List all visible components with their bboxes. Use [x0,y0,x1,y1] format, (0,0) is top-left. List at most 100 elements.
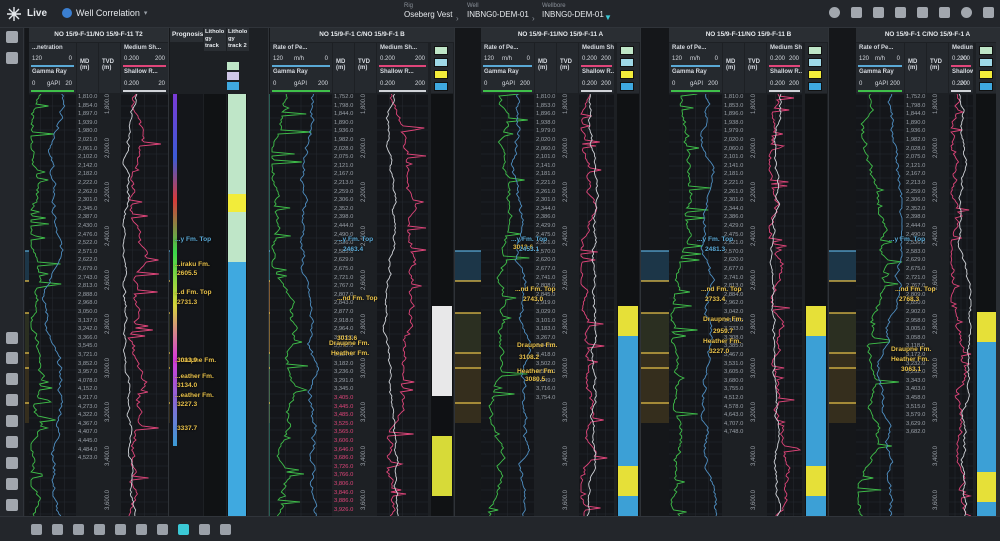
lithology-track-1[interactable] [204,94,226,516]
breadcrumb-rig[interactable]: Rig Oseberg Vest [404,3,452,19]
formation-marker-label[interactable]: 2481.3 [705,246,726,253]
resistivity-track[interactable] [377,94,428,516]
tvd-header[interactable]: TVD (m) [355,43,376,93]
resistivity-track[interactable] [767,94,802,516]
well-panel-1[interactable]: NO 15/9-F-1 C/NO 15/9-F-1 B Rate of Pe...… [270,28,455,516]
md-header[interactable]: MD (m) [77,43,98,93]
gamma-ray-track[interactable] [481,94,534,516]
formation-marker-label[interactable]: Draupne Fm. [329,340,370,347]
refresh-icon[interactable] [115,524,126,535]
formation-marker-label[interactable]: ...eather Fm. [175,373,214,380]
formation-marker-label[interactable]: 3063.1 [901,366,922,373]
formation-marker-label[interactable]: 3227.3 [177,401,198,408]
radar-icon[interactable] [6,332,18,344]
app-logo-icon[interactable] [6,6,22,22]
well-panel-2[interactable]: NO 15/9-F-11/NO 15/9-F-11 A Rate of Pe...… [481,28,641,516]
md-header[interactable]: MD (m) [535,43,556,93]
flag-icon[interactable] [178,524,189,535]
formation-marker-label[interactable]: ...eather Fm. [175,392,214,399]
sliders-icon[interactable] [6,52,18,64]
focus-icon[interactable] [6,478,18,490]
lithology-track[interactable] [617,94,639,516]
gamma-ray-track[interactable] [669,94,722,516]
vertical-scrollbar[interactable] [996,28,1000,516]
breadcrumb-well[interactable]: Well INBNG0-DEM-01 [467,3,529,19]
rocket-icon[interactable] [895,7,906,18]
gamma-ray-track[interactable] [856,94,904,516]
prognosis-panel[interactable]: Prognosis Litholo gy track Litholo gy trac… [170,28,269,516]
formation-marker-label[interactable]: 2453.1 [519,246,540,253]
document-icon[interactable] [6,457,18,469]
formation-marker-label[interactable]: ...y Fm. Top [337,236,374,243]
lithology-track-2[interactable] [227,94,247,516]
anchor-icon[interactable] [94,524,105,535]
tvd-header[interactable]: TVD (m) [927,43,948,93]
formation-marker-label[interactable]: ...raupne Fm. [175,357,217,364]
clock-icon[interactable] [829,7,840,18]
formation-marker-label[interactable]: 2959.7 [713,328,734,335]
formation-marker-label[interactable]: 2733.4 [705,296,726,303]
md-header[interactable]: MD (m) [333,43,354,93]
formation-marker-label[interactable]: 2731.3 [177,299,198,306]
resistivity-track[interactable] [121,94,168,516]
live-label[interactable]: Live [27,8,48,19]
formation-marker-label[interactable]: 2605.5 [177,270,198,277]
formation-marker-label[interactable]: ...y Fm. Top [889,236,926,243]
left-curve-header[interactable]: Rate of Pe... 120 m/h 0 Gamma Ray 0 gAPI 200 [669,43,722,93]
chat-icon[interactable] [917,7,928,18]
formation-marker-label[interactable]: ...nd Fm. Top [895,286,936,293]
trash-icon[interactable] [157,524,168,535]
formation-marker-label[interactable]: ...nd Fm. Top [515,286,556,293]
resistivity-track[interactable] [949,94,973,516]
text-cursor-icon[interactable] [31,524,42,535]
formation-marker-label[interactable]: 3013.6 [337,335,358,342]
formation-marker-label[interactable]: 3134.0 [177,382,198,389]
md-header[interactable]: MD (m) [723,43,744,93]
lock-icon[interactable] [136,524,147,535]
tvd-header[interactable]: TVD (m) [745,43,766,93]
bell-icon[interactable] [873,7,884,18]
left-curve-header[interactable]: Rate of Pe... 120 m/h 0 Gamma Ray 0 gAPI 200 [856,43,904,93]
width-icon[interactable] [52,524,63,535]
prognosis-track[interactable] [170,94,203,516]
lithology-track[interactable] [431,94,453,516]
gamma-ray-track[interactable] [29,94,76,516]
settings-icon[interactable] [983,7,994,18]
well-panel-0[interactable]: NO 15/9-F-11/NO 15/9-F-11 T2 ...netration… [29,28,169,516]
apps-grid-icon[interactable] [939,7,950,18]
formation-marker-label[interactable]: Draupne Fm. [517,342,558,349]
formation-marker-label[interactable]: Heather Fm. [517,368,556,375]
formation-marker-label[interactable]: Draupne Fm. [703,316,744,323]
formation-marker-label[interactable]: 2463.4 [343,246,364,253]
left-curve-header[interactable]: Rate of Pe... 120 m/h 0 Gamma Ray 0 gAPI 200 [481,43,534,93]
formation-marker-label[interactable]: ...y Fm. Top [175,236,212,243]
formation-marker-label[interactable]: ...nd Fm. Top [337,295,378,302]
formation-marker-label[interactable]: 3337.7 [177,425,198,432]
md-header[interactable]: MD (m) [905,43,926,93]
formation-marker-label[interactable]: ...d Fm. Top [175,289,212,296]
formation-marker-label[interactable]: Heather Fm. [891,356,930,363]
tvd-header[interactable]: TVD (m) [557,43,578,93]
formation-marker-label[interactable]: 3080.5 [525,376,546,383]
breadcrumb-wellbore[interactable]: Wellbore INBNG0-DEM-01 [542,3,604,19]
formation-marker-label[interactable]: ...y Fm. Top [511,236,548,243]
wellbore-dropdown-icon[interactable]: ▼ [604,13,612,22]
lithology-track[interactable] [976,94,998,516]
hierarchy-icon[interactable] [6,352,18,364]
pin-icon[interactable] [6,436,18,448]
wave-icon[interactable] [6,373,18,385]
correlation-canvas[interactable]: NO 15/9-F-11/NO 15/9-F-11 T2 ...netration… [25,28,1000,516]
formation-marker-label[interactable]: 2768.3 [899,296,920,303]
lithology-track[interactable] [805,94,827,516]
view-selector[interactable]: Well Correlation ▾ [62,8,147,18]
help-icon[interactable] [6,499,18,511]
formation-marker-label[interactable]: 3227.0 [709,348,730,355]
well-panel-4[interactable]: NO 15/9-F-1 C/NO 15/9-F-1 A Rate of Pe...… [856,28,1000,516]
table-icon[interactable] [6,394,18,406]
resistivity-track[interactable] [579,94,614,516]
formation-marker-label[interactable]: ...iraku Fm. [175,261,210,268]
gamma-ray-track[interactable] [270,94,332,516]
